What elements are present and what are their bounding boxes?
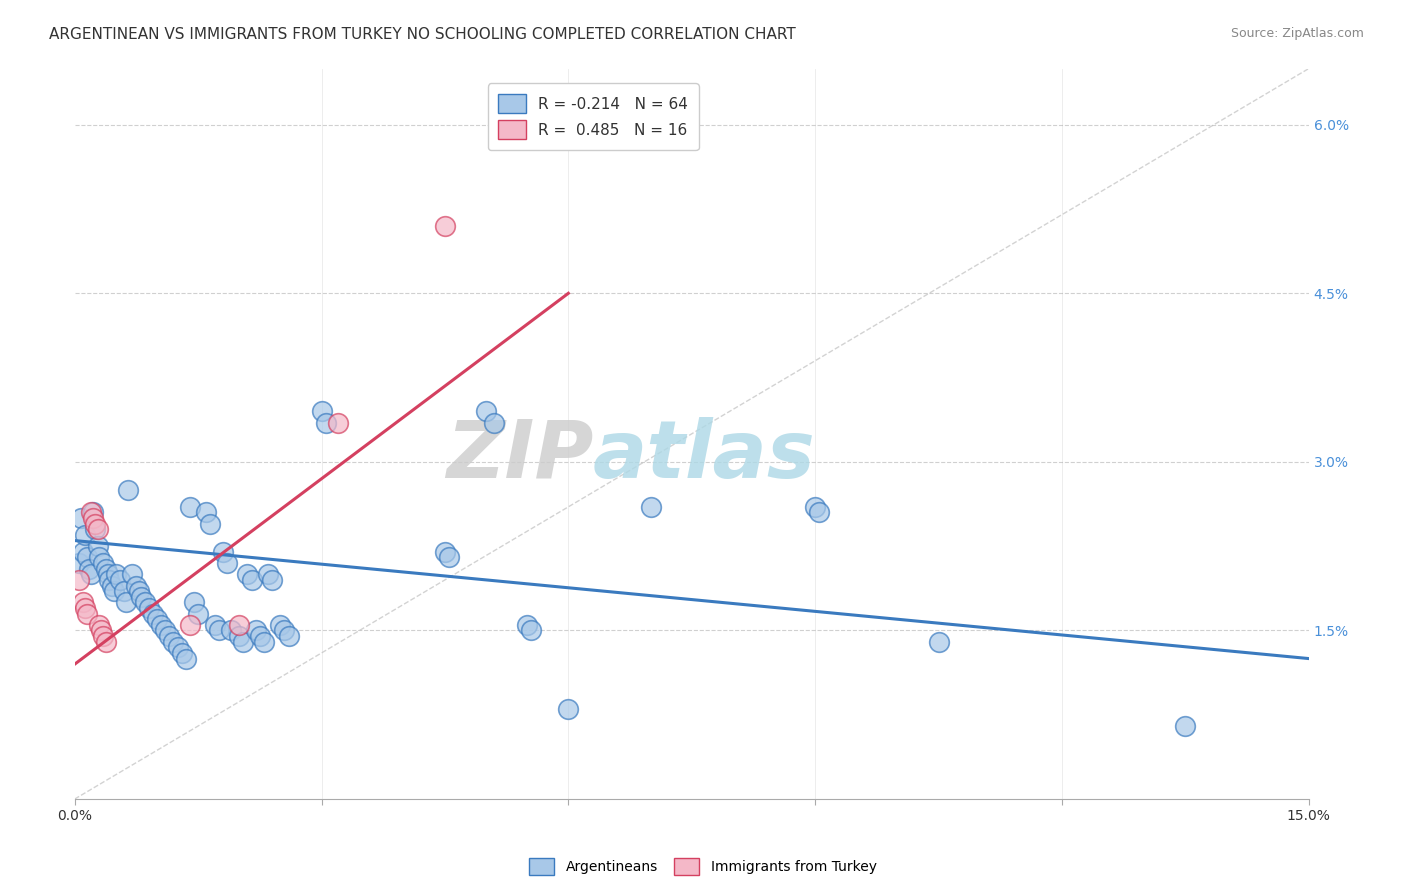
Point [146,612,169,626]
Point [208,624,231,638]
Point [93,556,115,570]
Point [475,404,498,418]
Point [125,578,148,592]
Point [117,483,139,497]
Point [433,219,456,233]
Point [187,607,209,621]
Point [326,416,349,430]
Point [232,634,254,648]
Point [240,573,263,587]
Point [82,511,104,525]
Point [437,550,460,565]
Point [166,640,188,655]
Point [228,618,250,632]
Point [516,618,538,632]
Point [277,629,299,643]
Point [153,624,176,638]
Legend: R = -0.214   N = 64, R =  0.485   N = 16: R = -0.214 N = 64, R = 0.485 N = 16 [488,84,699,150]
Point [138,601,160,615]
Point [142,607,165,621]
Point [262,573,284,587]
Point [808,506,831,520]
Point [228,629,250,643]
Point [84,516,107,531]
Point [928,634,950,648]
Point [73,601,96,615]
Point [80,506,103,520]
Point [204,618,226,632]
Point [183,595,205,609]
Point [108,573,131,587]
Point [87,522,110,536]
Point [273,624,295,638]
Point [174,651,197,665]
Point [89,550,111,565]
Point [98,573,121,587]
Point [89,618,111,632]
Point [134,595,156,609]
Point [557,702,579,716]
Point [179,618,201,632]
Point [200,516,222,531]
Point [236,567,259,582]
Point [1174,719,1197,733]
Point [67,573,90,587]
Point [114,595,136,609]
Text: ARGENTINEAN VS IMMIGRANTS FROM TURKEY NO SCHOOLING COMPLETED CORRELATION CHART: ARGENTINEAN VS IMMIGRANTS FROM TURKEY NO… [49,27,796,42]
Point [253,634,276,648]
Point [82,506,104,520]
Point [100,578,122,592]
Point [150,618,173,632]
Point [211,545,233,559]
Point [170,646,193,660]
Point [94,562,117,576]
Point [269,618,291,632]
Point [76,550,98,565]
Point [70,511,93,525]
Point [157,629,180,643]
Point [215,556,238,570]
Point [72,545,94,559]
Point [128,584,150,599]
Point [520,624,543,638]
Point [179,500,201,514]
Point [87,539,110,553]
Legend: Argentineans, Immigrants from Turkey: Argentineans, Immigrants from Turkey [524,853,882,880]
Text: atlas: atlas [593,417,815,495]
Text: ZIP: ZIP [446,417,593,495]
Point [103,584,125,599]
Point [73,528,96,542]
Point [67,556,90,570]
Point [97,567,120,582]
Point [640,500,662,514]
Point [90,624,112,638]
Text: Source: ZipAtlas.com: Source: ZipAtlas.com [1230,27,1364,40]
Point [162,634,184,648]
Point [79,562,101,576]
Point [804,500,827,514]
Point [195,506,218,520]
Point [84,522,107,536]
Point [94,634,117,648]
Point [433,545,456,559]
Point [80,567,103,582]
Point [121,567,143,582]
Point [219,624,242,638]
Point [104,567,127,582]
Point [129,590,152,604]
Point [112,584,135,599]
Point [311,404,333,418]
Point [315,416,337,430]
Point [249,629,271,643]
Point [72,595,94,609]
Point [484,416,506,430]
Point [76,607,98,621]
Point [257,567,280,582]
Point [93,629,115,643]
Point [245,624,267,638]
